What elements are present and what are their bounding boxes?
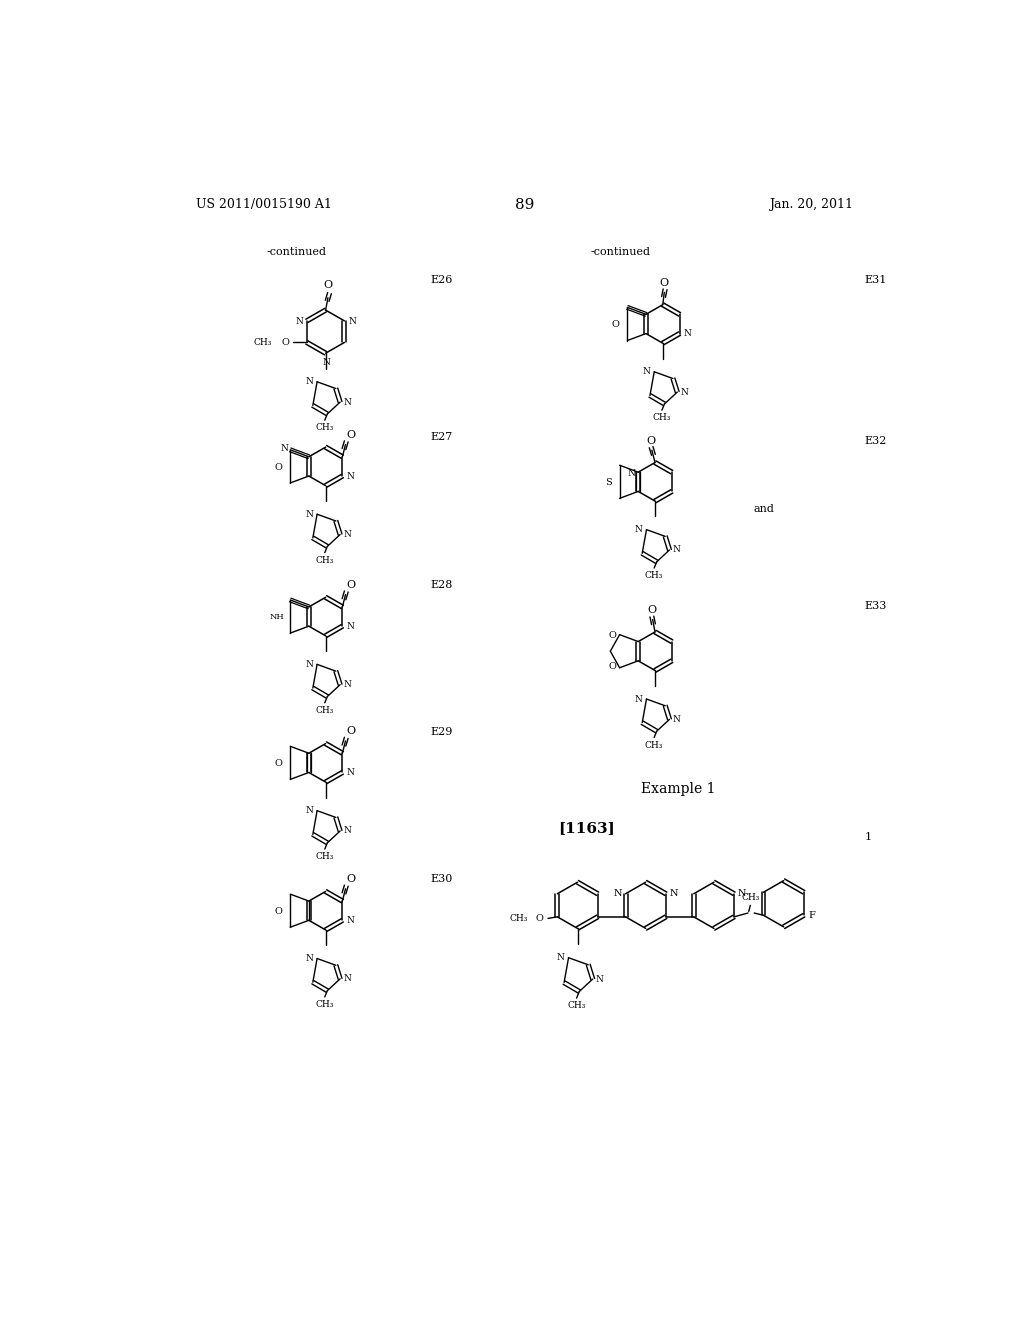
Text: CH₃: CH₃ <box>315 556 334 565</box>
Text: O: O <box>274 463 283 471</box>
Text: O: O <box>282 338 290 347</box>
Text: N: N <box>343 680 351 689</box>
Text: N: N <box>280 444 288 453</box>
Text: N: N <box>557 953 564 962</box>
Text: N: N <box>343 531 351 539</box>
Text: N: N <box>305 807 313 816</box>
Text: S: S <box>605 478 612 487</box>
Text: CH₃: CH₃ <box>315 706 334 715</box>
Text: CH₃: CH₃ <box>645 741 664 750</box>
Text: N: N <box>323 358 331 367</box>
Text: O: O <box>611 321 620 329</box>
Text: N: N <box>305 378 313 387</box>
Text: CH₃: CH₃ <box>254 338 272 347</box>
Text: O: O <box>346 726 355 737</box>
Text: O: O <box>646 436 655 446</box>
Text: N: N <box>343 397 351 407</box>
Text: N: N <box>343 826 351 836</box>
Text: Example 1: Example 1 <box>641 781 716 796</box>
Text: N: N <box>346 768 354 777</box>
Text: N: N <box>628 469 635 478</box>
Text: O: O <box>536 913 544 923</box>
Text: CH₃: CH₃ <box>315 853 334 861</box>
Text: Jan. 20, 2011: Jan. 20, 2011 <box>769 198 853 211</box>
Text: O: O <box>608 663 616 672</box>
Text: O: O <box>346 874 355 884</box>
Text: O: O <box>346 430 355 440</box>
Text: E27: E27 <box>430 432 453 442</box>
Text: CH₃: CH₃ <box>567 1002 586 1010</box>
Text: N: N <box>670 890 678 898</box>
Text: CH₃: CH₃ <box>315 1001 334 1008</box>
Text: O: O <box>346 579 355 590</box>
Text: O: O <box>274 907 283 916</box>
Text: N: N <box>305 510 313 519</box>
Text: NH: NH <box>269 614 284 622</box>
Text: O: O <box>274 759 283 768</box>
Text: E26: E26 <box>430 276 453 285</box>
Text: N: N <box>738 890 746 898</box>
Text: N: N <box>346 471 354 480</box>
Text: N: N <box>295 317 303 326</box>
Text: F: F <box>808 911 815 920</box>
Text: E32: E32 <box>864 436 887 446</box>
Text: E31: E31 <box>864 276 887 285</box>
Text: N: N <box>346 916 354 925</box>
Text: and: and <box>753 504 774 513</box>
Text: N: N <box>673 545 681 554</box>
Text: CH₃: CH₃ <box>315 424 334 432</box>
Text: -continued: -continued <box>267 247 327 257</box>
Text: O: O <box>324 280 333 290</box>
Text: N: N <box>683 329 691 338</box>
Text: O: O <box>659 277 669 288</box>
Text: E28: E28 <box>430 581 453 590</box>
Text: N: N <box>596 974 604 983</box>
Text: -continued: -continued <box>590 247 650 257</box>
Text: 89: 89 <box>515 198 535 213</box>
Text: N: N <box>305 954 313 964</box>
Text: CH₃: CH₃ <box>652 413 671 422</box>
Text: N: N <box>613 890 622 898</box>
Text: N: N <box>635 694 643 704</box>
Text: E30: E30 <box>430 874 453 884</box>
Text: O: O <box>608 631 616 640</box>
Text: N: N <box>343 974 351 983</box>
Text: E33: E33 <box>864 601 887 611</box>
Text: N: N <box>673 715 681 723</box>
Text: O: O <box>647 605 656 615</box>
Text: N: N <box>348 317 356 326</box>
Text: N: N <box>642 367 650 376</box>
Text: CH₃: CH₃ <box>742 894 760 903</box>
Text: CH₃: CH₃ <box>645 572 664 579</box>
Text: N: N <box>305 660 313 669</box>
Text: N: N <box>680 388 688 396</box>
Text: 1: 1 <box>864 832 871 842</box>
Text: US 2011/0015190 A1: US 2011/0015190 A1 <box>197 198 332 211</box>
Text: E29: E29 <box>430 726 453 737</box>
Text: [1163]: [1163] <box>558 821 614 834</box>
Text: N: N <box>346 622 354 631</box>
Text: CH₃: CH₃ <box>510 913 528 923</box>
Text: N: N <box>635 525 643 535</box>
